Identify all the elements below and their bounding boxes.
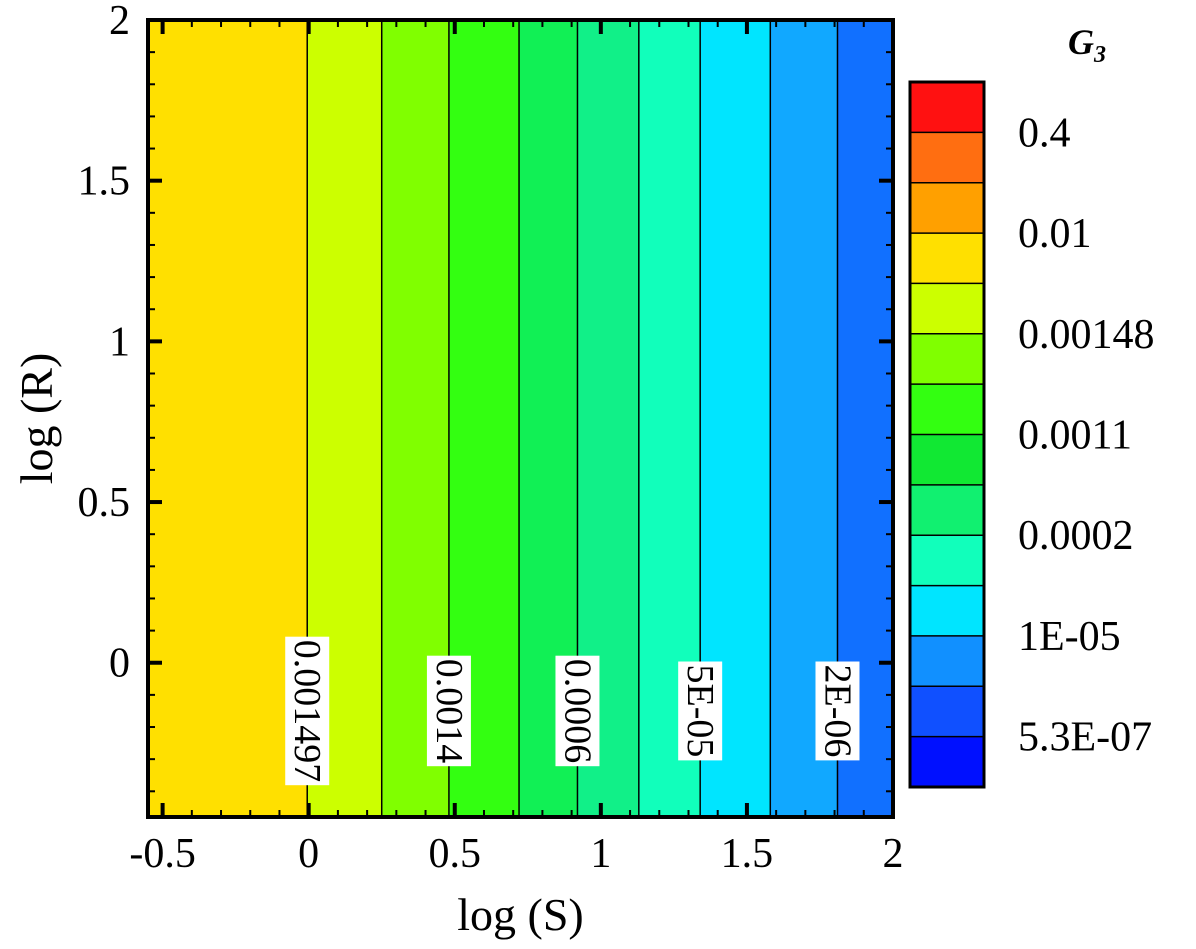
legend-swatch	[910, 82, 984, 133]
contour-label-text: 0.0006	[556, 659, 598, 764]
legend-title-main: G	[1068, 22, 1094, 62]
contour-label: 0.001497	[285, 636, 330, 786]
contour-label-text: 0.001497	[286, 640, 328, 783]
legend-frame	[908, 80, 986, 789]
legend-label: 0.4	[1018, 110, 1071, 156]
legend-swatch	[910, 635, 984, 687]
x-tick-label: 0	[298, 831, 319, 877]
contour-label-box	[678, 661, 723, 761]
x-tick-label: 1.5	[721, 831, 774, 877]
legend-swatch	[910, 434, 984, 485]
legend-label: 0.0011	[1018, 413, 1132, 459]
contour-label: 5E-05	[678, 661, 723, 761]
y-tick-label: 1.5	[78, 159, 131, 205]
legend-swatch	[910, 484, 984, 536]
legend-swatch	[910, 535, 984, 586]
contour-label-box	[426, 655, 471, 767]
contour-band	[148, 20, 308, 817]
legend-title-subscript: 3	[1093, 42, 1106, 68]
legend-label: 1E-05	[1018, 614, 1121, 660]
legend-label: 0.00148	[1018, 312, 1155, 358]
legend-swatch	[910, 736, 984, 787]
x-tick-label: 0.5	[429, 831, 482, 877]
legend-swatch	[910, 283, 984, 334]
axes: -0.5 0 0.5 1 1.5 2 0 0.5 1 1.5 2	[78, 0, 904, 877]
legend-swatch	[910, 333, 984, 385]
legend-title: G3	[1068, 22, 1106, 68]
contour-label: 0.0006	[555, 655, 600, 767]
plot-frame	[146, 18, 895, 819]
legend-swatch	[910, 233, 984, 284]
y-axis-title: log (R)	[11, 353, 62, 485]
contour-label: 2E-06	[815, 661, 860, 761]
y-tick-label: 0	[109, 641, 130, 687]
contour-label: 0.0014	[426, 655, 471, 767]
y-tick-label: 2	[109, 0, 130, 44]
contour-label-box	[555, 655, 600, 767]
legend-swatch	[910, 132, 984, 183]
x-tick-label: 2	[883, 831, 904, 877]
contour-label-text: 2E-06	[816, 665, 858, 758]
legend-label: 0.0002	[1018, 513, 1134, 559]
legend-swatch	[910, 182, 984, 234]
legend-swatch	[910, 686, 984, 737]
y-tick-label: 0.5	[78, 480, 131, 526]
legend: 5.3E-07 1E-05 0.0002 0.0011 0.00148 0.01 0.4 G3	[908, 22, 1155, 789]
x-axis-title: log (S)	[457, 889, 584, 940]
plot-area: 0.001497 0.0014 0.0006 5E-05 2E-06	[148, 20, 893, 817]
contour-label-box	[285, 636, 330, 786]
legend-swatch	[910, 384, 984, 435]
legend-label: 0.01	[1018, 211, 1092, 257]
contour-label-text: 5E-05	[679, 665, 721, 758]
contour-label-text: 0.0014	[428, 659, 470, 764]
legend-swatch	[910, 585, 984, 636]
x-tick-label: -0.5	[129, 831, 196, 877]
legend-label: 5.3E-07	[1018, 715, 1152, 761]
y-tick-label: 1	[109, 319, 130, 365]
contour-label-box	[815, 661, 860, 761]
x-tick-label: 1	[590, 831, 611, 877]
